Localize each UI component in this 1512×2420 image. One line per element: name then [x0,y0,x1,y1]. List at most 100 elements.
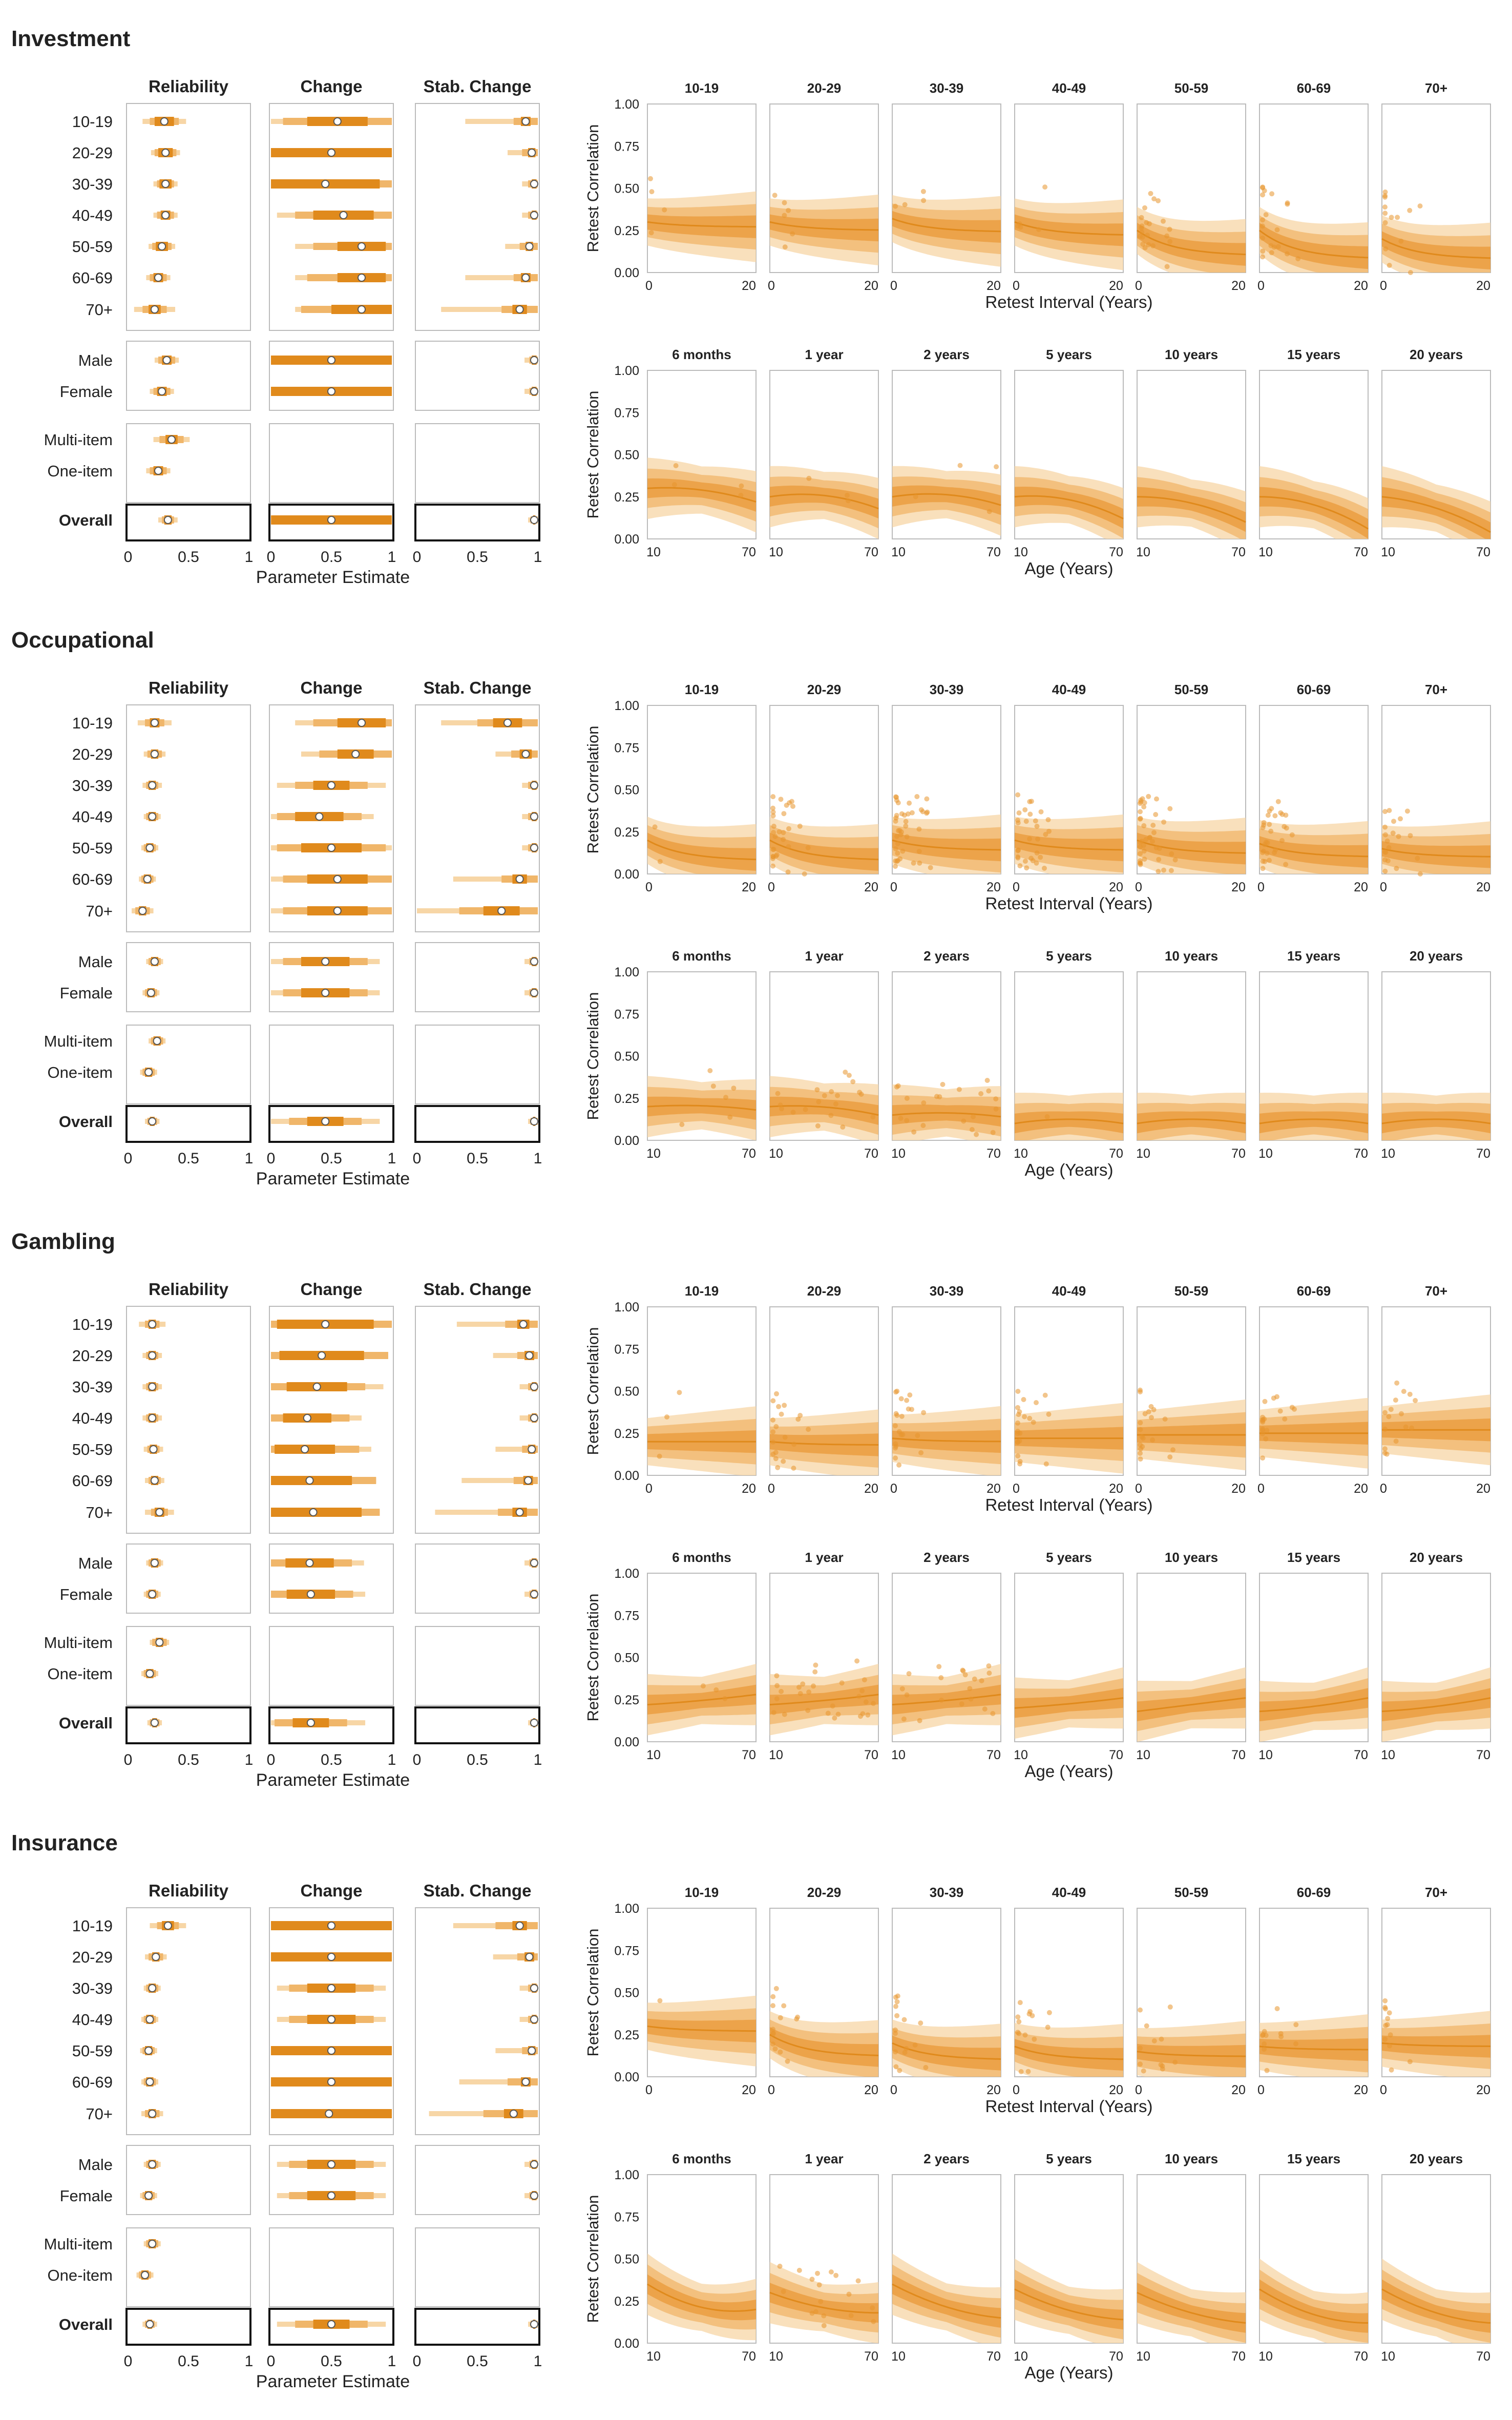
tick-label: 0 [124,2353,133,2370]
facet-title: 10 years [1165,2151,1218,2166]
estimate-point [521,750,530,758]
credible-band [1137,2283,1246,2333]
facet-title: 10-19 [685,80,719,96]
data-point [1382,1446,1388,1452]
data-point [1151,196,1157,202]
data-point [1156,198,1161,203]
data-point [1038,809,1044,815]
data-point [770,1398,776,1404]
tick-label: 0.5 [467,2353,488,2370]
data-point [1151,830,1157,836]
y-tick-label: 0.25 [614,2028,639,2042]
x-tick-label: 20 [1354,880,1368,894]
data-point [957,463,963,468]
data-point [846,1073,852,1078]
data-point [1295,256,1301,262]
tick-label: 0.5 [178,549,199,566]
data-point [1043,831,1048,837]
y-tick-label: 0.25 [614,490,639,505]
row-label: Female [60,1585,113,1603]
facet-title: 6 months [672,347,731,362]
facet-title: 10-19 [685,682,719,697]
data-point [1162,1416,1168,1422]
x-tick-label: 20 [986,279,1001,293]
tick-label: 1 [534,1150,542,1167]
panel-box [126,1543,251,1614]
x-tick-label: 10 [1258,1748,1273,1762]
data-point [870,2305,875,2311]
data-point [773,1450,779,1455]
estimate-point [145,1670,154,1678]
data-point [649,189,655,195]
estimate-point [515,875,524,883]
tick-label: 0 [413,549,422,566]
y-tick-label: 0.50 [614,1385,639,1399]
x-tick-label: 0 [1013,1482,1020,1496]
data-point [1138,1450,1143,1456]
domain-section: Occupational Reliability 0 0.5 1 Change 0 0.5 1 S… [11,628,1491,1188]
data-point [918,1450,924,1455]
estimate-point [528,149,536,157]
data-point [1269,191,1275,197]
data-point [1138,1420,1143,1426]
y-tick-label: 1.00 [614,699,639,713]
x-tick-label: 70 [1109,1146,1123,1161]
x-tick-label: 0 [768,1482,775,1496]
panel-title: Reliability [149,1881,229,1900]
domain-section: Insurance Reliability 0 0.5 1 Change 0 0.5 1 Stab… [11,1830,1491,2391]
estimate-point [148,1351,157,1360]
data-point [771,1710,776,1715]
estimate-point [148,2240,157,2248]
y-tick-label: 0.50 [614,1050,639,1064]
data-point [679,1122,685,1128]
facet-title: 70+ [1425,682,1447,697]
data-point [917,860,922,866]
estimate-point [144,1068,153,1076]
data-point [1027,2009,1033,2014]
estimate-point [530,781,538,789]
facet-title: 60-69 [1297,1885,1331,1900]
data-point [972,1676,977,1682]
x-tick-label: 20 [864,2083,878,2097]
y-tick-label: 0.50 [614,2252,639,2267]
data-point [898,832,904,838]
data-point [1138,851,1143,857]
data-point [938,1675,944,1680]
data-point [772,193,778,198]
estimate-point [530,1719,538,1727]
estimate-point [305,1476,314,1485]
interval-bar [493,1954,538,1959]
data-point [1260,1417,1266,1423]
data-point [1146,794,1151,799]
data-point [968,1696,974,1702]
estimate-point [153,1037,161,1045]
data-point [904,1096,910,1101]
data-point [1028,799,1034,804]
data-point [1147,835,1152,841]
data-point [863,1699,869,1705]
data-point [870,1114,876,1120]
data-point [894,795,899,800]
data-point [811,1683,816,1689]
y-tick-label: 0.75 [614,1007,639,1021]
estimate-point [150,1719,159,1727]
data-point [1262,2047,1267,2052]
data-point [778,2049,783,2055]
facet-title: 5 years [1046,347,1092,362]
data-point [909,1407,914,1412]
data-point [1271,244,1277,250]
fit-line [1014,1118,1124,1124]
data-point [895,841,900,846]
data-point [939,1697,944,1703]
data-point [916,826,922,832]
data-point [900,848,906,854]
row-label: 60-69 [72,2073,113,2091]
x-tick-label: 70 [1476,1748,1490,1762]
x-tick-label: 10 [1381,1748,1395,1762]
data-point [828,2269,834,2275]
facet-title: 10-19 [685,1283,719,1299]
x-tick-label: 70 [864,545,878,559]
estimate-point [524,1476,533,1485]
y-tick-label: 0.75 [614,139,639,154]
x-tick-label: 20 [864,279,878,293]
